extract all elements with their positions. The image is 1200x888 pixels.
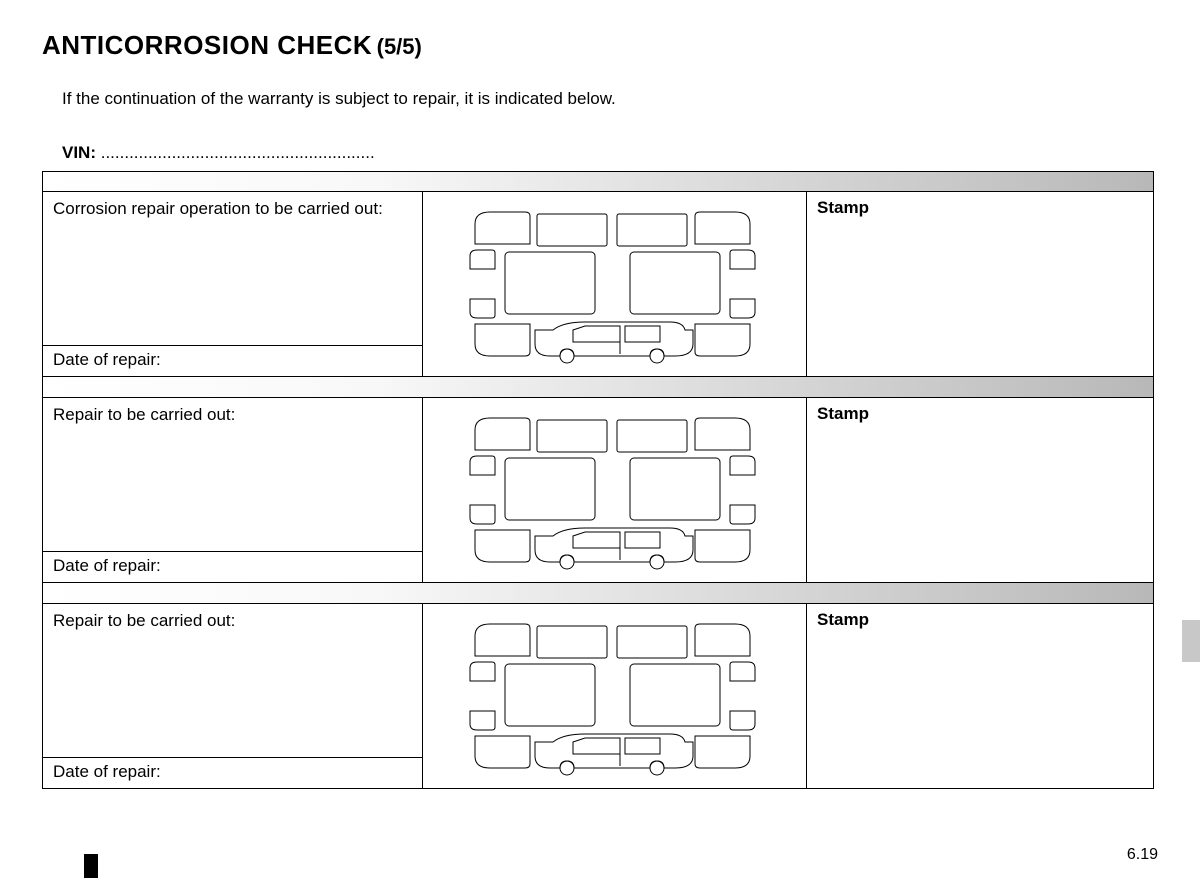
table-row: Repair to be carried out: Date of repair… <box>43 604 1153 788</box>
car-diagram-cell <box>423 604 807 788</box>
car-diagram-cell <box>423 192 807 376</box>
car-body-diagram-icon <box>445 616 785 776</box>
gradient-divider <box>43 376 1153 398</box>
repair-label-cell: Repair to be carried out: <box>43 398 422 552</box>
left-column: Corrosion repair operation to be carried… <box>43 192 423 376</box>
page-number: 6.19 <box>1127 846 1158 864</box>
date-label-cell: Date of repair: <box>43 758 422 788</box>
car-body-diagram-icon <box>445 204 785 364</box>
stamp-cell: Stamp <box>807 192 1153 376</box>
left-column: Repair to be carried out: Date of repair… <box>43 398 423 582</box>
section-marker-icon <box>84 854 98 878</box>
vin-label: VIN: <box>62 143 96 162</box>
car-diagram-cell <box>423 398 807 582</box>
gradient-divider <box>43 172 1153 192</box>
table-row: Repair to be carried out: Date of repair… <box>43 398 1153 582</box>
stamp-cell: Stamp <box>807 604 1153 788</box>
date-label-cell: Date of repair: <box>43 552 422 582</box>
date-label-cell: Date of repair: <box>43 346 422 376</box>
vin-dots: ........................................… <box>101 143 375 162</box>
intro-text: If the continuation of the warranty is s… <box>62 89 1158 109</box>
repair-label-cell: Corrosion repair operation to be carried… <box>43 192 422 346</box>
anticorrosion-table: Corrosion repair operation to be carried… <box>42 171 1154 789</box>
page-container: ANTICORROSION CHECK (5/5) If the continu… <box>0 0 1200 789</box>
gradient-divider <box>43 582 1153 604</box>
repair-label-cell: Repair to be carried out: <box>43 604 422 758</box>
page-title: ANTICORROSION CHECK (5/5) <box>42 30 1158 61</box>
stamp-cell: Stamp <box>807 398 1153 582</box>
side-tab-icon <box>1182 620 1200 662</box>
left-column: Repair to be carried out: Date of repair… <box>43 604 423 788</box>
title-main: ANTICORROSION CHECK <box>42 30 372 60</box>
table-row: Corrosion repair operation to be carried… <box>43 192 1153 376</box>
vin-line: VIN: ...................................… <box>62 143 1158 163</box>
car-body-diagram-icon <box>445 410 785 570</box>
title-page-count: (5/5) <box>377 34 422 59</box>
